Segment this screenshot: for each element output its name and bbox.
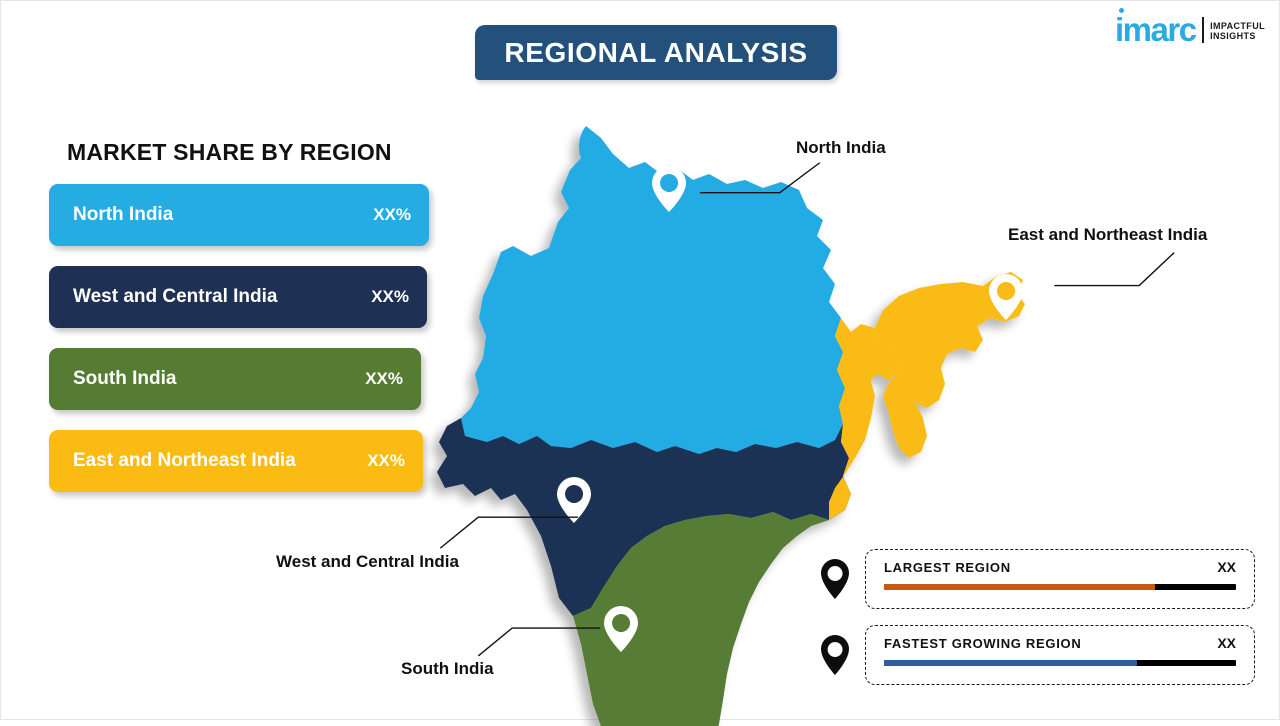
fastest-growing-region-label: FASTEST GROWING REGION <box>884 636 1082 651</box>
location-pin-icon <box>821 559 849 599</box>
pin-west-and-central-india-icon[interactable] <box>557 477 591 523</box>
map-pins <box>557 166 1023 652</box>
logo-divider <box>1201 16 1205 43</box>
map-region-south-india[interactable] <box>573 512 829 726</box>
imarc-logo: imarc IMPACTFUL INSIGHTS <box>1115 8 1265 46</box>
logo-tagline-line2: INSIGHTS <box>1210 31 1256 42</box>
pin-south-india-icon[interactable] <box>604 606 638 652</box>
fastest-growing-region-progress-fill <box>884 660 1138 666</box>
bar-value: XX% <box>367 451 405 470</box>
market-share-bar-west-and-central-india[interactable]: West and Central India XX% <box>49 266 427 328</box>
largest-region-progress-fill <box>884 584 1156 590</box>
map-callout-east-and-northeast-india: East and Northeast India <box>1008 225 1208 244</box>
map-callout-north-india: North India <box>796 138 886 157</box>
fastest-growing-region-progress-track <box>884 660 1236 666</box>
market-share-bar-east-and-northeast-india[interactable]: East and Northeast India XX% <box>49 430 423 492</box>
map-region-northeast-corridor[interactable] <box>845 324 903 408</box>
bar-value: XX% <box>371 287 409 306</box>
india-regional-map <box>431 96 1091 726</box>
pin-east-and-northeast-india-icon[interactable] <box>989 274 1023 320</box>
largest-region-card-wrap: LARGEST REGION XX <box>819 549 1255 609</box>
map-svg <box>437 126 1025 726</box>
largest-region-value: XX <box>1217 559 1236 575</box>
logo-tagline: IMPACTFUL INSIGHTS <box>1210 21 1265 45</box>
map-region-northeast-india[interactable] <box>873 272 1025 408</box>
bar-value: XX% <box>365 369 403 388</box>
fastest-growing-region-value: XX <box>1217 635 1236 651</box>
bar-label: West and Central India <box>73 286 278 307</box>
logo-tagline-line1: IMPACTFUL <box>1210 21 1265 31</box>
logo-wordmark: imarc <box>1115 8 1197 46</box>
market-share-bar-list: North India XX% West and Central India X… <box>49 184 429 512</box>
map-region-northeast-lower[interactable] <box>883 372 927 458</box>
logo-dot-icon <box>1119 8 1124 13</box>
fastest-growing-region-card-wrap: FASTEST GROWING REGION XX <box>819 625 1255 685</box>
location-pin-icon <box>821 635 849 675</box>
largest-region-progress-track <box>884 584 1236 590</box>
bar-label: South India <box>73 368 177 389</box>
logo-mark-text: imarc <box>1115 11 1197 48</box>
map-callout-west-and-central-india: West and Central India <box>276 552 459 571</box>
bar-label: East and Northeast India <box>73 450 296 471</box>
page-title-badge: REGIONAL ANALYSIS <box>475 25 837 80</box>
map-region-north-india[interactable] <box>461 126 845 454</box>
largest-region-label: LARGEST REGION <box>884 560 1011 575</box>
page-title: REGIONAL ANALYSIS <box>504 36 808 68</box>
map-regions <box>437 126 1025 726</box>
map-callout-south-india: South India <box>401 659 494 678</box>
pin-north-india-icon[interactable] <box>652 166 686 212</box>
largest-region-card: LARGEST REGION XX <box>865 549 1255 609</box>
fastest-growing-region-card: FASTEST GROWING REGION XX <box>865 625 1255 685</box>
market-share-bar-north-india[interactable]: North India XX% <box>49 184 429 246</box>
bar-value: XX% <box>373 205 411 224</box>
bar-label: North India <box>73 204 174 225</box>
market-share-panel-title: MARKET SHARE BY REGION <box>67 139 392 165</box>
map-region-west-and-central-india[interactable] <box>437 418 851 616</box>
market-share-bar-south-india[interactable]: South India XX% <box>49 348 421 410</box>
